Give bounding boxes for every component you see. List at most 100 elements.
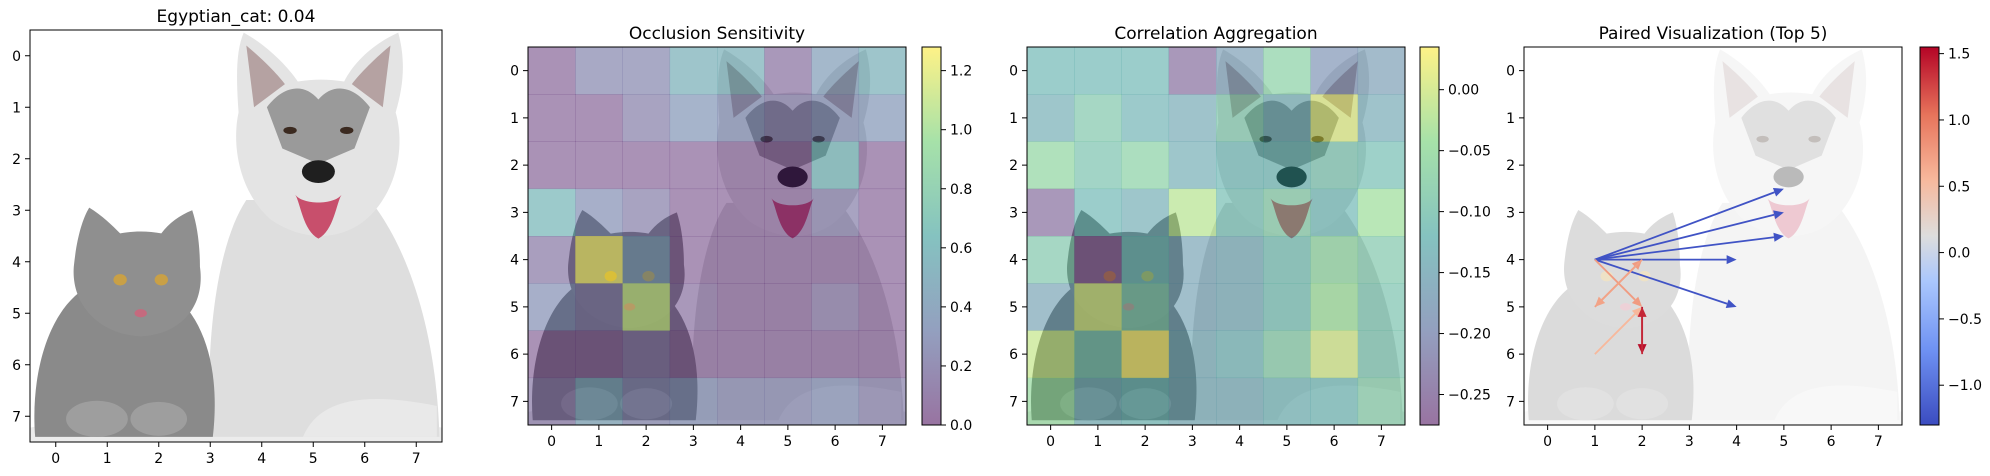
- colorbar-tick-label: −0.20: [1448, 327, 1491, 343]
- heatmap-cell: [575, 188, 623, 237]
- x-tick-label: 3: [1188, 434, 1197, 450]
- x-tick-label: 5: [309, 451, 318, 467]
- heatmap-cell: [858, 94, 906, 142]
- heatmap-cell: [528, 377, 576, 425]
- heatmap-cell: [1168, 236, 1217, 284]
- heatmap-cell: [858, 47, 906, 95]
- heatmap-cell: [575, 94, 623, 142]
- y-tick-label: 6: [1506, 347, 1515, 363]
- colorbar-tick-label: 0.5: [1948, 179, 1970, 195]
- heatmap-cell: [575, 236, 623, 284]
- heatmap-cell: [1027, 283, 1075, 331]
- heatmap-cell: [1074, 47, 1122, 95]
- heatmap-cell: [1121, 377, 1170, 425]
- pair-arrow: [1594, 210, 1784, 261]
- y-tick-label: 2: [1009, 158, 1018, 174]
- heatmap-cell: [1310, 377, 1359, 425]
- heatmap-cell: [764, 47, 812, 95]
- heatmap-cell: [1168, 141, 1217, 190]
- x-tick-label: 2: [642, 434, 651, 450]
- colorbar-tick-label: 1.2: [950, 64, 972, 80]
- panel-correlation: Correlation Aggregation 0 1 2 3 4 5 6 7 0 1 2 3 4 5 6 7…: [1009, 24, 1491, 450]
- heatmap-cell: [1216, 330, 1264, 379]
- heatmap-cell: [811, 330, 860, 379]
- heatmap-cell: [622, 236, 671, 284]
- y-tick-label: 6: [12, 358, 21, 374]
- colorbar-tick-label: 0.6: [950, 241, 972, 257]
- y-tick-label: 5: [510, 300, 519, 316]
- heatmap-cell: [717, 377, 765, 425]
- heatmap-cell: [811, 377, 860, 425]
- heatmap-cell: [1168, 47, 1217, 95]
- y-tick-label: 3: [1506, 205, 1515, 221]
- colorbar-tick-label: −0.15: [1448, 266, 1491, 282]
- y-tick-label: 1: [1009, 111, 1018, 127]
- heatmap-cell: [1357, 330, 1405, 379]
- y-tick-label: 7: [1506, 394, 1515, 410]
- heatmap-cell: [717, 141, 765, 190]
- heatmap-cell: [1074, 188, 1122, 237]
- heatmap-cell: [1357, 283, 1405, 331]
- heatmap-cell: [1310, 47, 1359, 95]
- heatmap-cell: [1357, 377, 1405, 425]
- heatmap-cell: [811, 47, 860, 95]
- x-tick-label: 1: [103, 451, 112, 467]
- x-tick-label: 0: [51, 451, 60, 467]
- heatmap-cell: [1074, 283, 1122, 331]
- heatmap-cell: [764, 188, 812, 237]
- colorbar-frame: [921, 46, 942, 426]
- heatmap-cell: [1074, 377, 1122, 425]
- heatmap-cell: [1357, 141, 1405, 190]
- x-tick-label: 3: [689, 434, 698, 450]
- heatmap-cell: [622, 283, 671, 331]
- y-tick-label: 7: [1009, 394, 1018, 410]
- heatmap-cell: [575, 283, 623, 331]
- x-tick-label: 0: [1543, 434, 1552, 450]
- heatmap-cell: [811, 188, 860, 237]
- y-tick-label: 1: [1506, 111, 1515, 127]
- heatmap-cell: [669, 283, 718, 331]
- colorbar-tick-label: 1.0: [950, 123, 972, 139]
- pair-arrow: [1594, 188, 1784, 261]
- x-tick-label: 5: [1282, 434, 1291, 450]
- heatmap-cell: [1263, 283, 1311, 331]
- colorbar: [1420, 47, 1439, 425]
- heatmap-cell: [1168, 283, 1217, 331]
- y-tick-label: 6: [1009, 347, 1018, 363]
- tick-layer: 0 1 2 3 4 5 6 7 0 1 2 3 4 5 6 7: [1506, 64, 1883, 450]
- pair-arrow: [1594, 258, 1643, 307]
- arrow-layer: [1594, 188, 1784, 355]
- y-tick-label: 5: [1009, 300, 1018, 316]
- y-tick-label: 2: [1506, 158, 1515, 174]
- heatmap-cell: [811, 236, 860, 284]
- heatmap-cell: [622, 188, 671, 237]
- heatmap-cell: [1027, 377, 1075, 425]
- y-tick-label: 3: [510, 205, 519, 221]
- y-tick-label: 5: [12, 306, 21, 322]
- colorbar-tick-label: 0.00: [1448, 83, 1479, 99]
- y-tick-label: 2: [12, 152, 21, 168]
- heatmap-cell: [1216, 377, 1264, 425]
- x-tick-label: 6: [1330, 434, 1339, 450]
- x-tick-label: 6: [831, 434, 840, 450]
- heatmap-cell: [764, 236, 812, 284]
- colorbar-ticks: 1.5 1.0 0.5 0.0 −0.5 −1.0: [1939, 47, 1982, 394]
- heatmap-cell: [1027, 188, 1075, 237]
- x-tick-label: 1: [594, 434, 603, 450]
- x-tick-label: 6: [1827, 434, 1836, 450]
- heatmap-cell: [1263, 377, 1311, 425]
- heatmap-cell: [1310, 141, 1359, 190]
- heatmap-cell: [717, 236, 765, 284]
- heatmap-cell: [622, 47, 671, 95]
- heatmap-cell: [1027, 94, 1075, 142]
- heatmap-cell: [858, 377, 906, 425]
- x-tick-label: 1: [1093, 434, 1102, 450]
- pair-arrow: [1594, 255, 1737, 265]
- heatmap-cell: [858, 236, 906, 284]
- heatmap-cell: [1168, 188, 1217, 237]
- x-tick-label: 0: [1046, 434, 1055, 450]
- heatmap-cell: [669, 236, 718, 284]
- heatmap-cell: [1357, 188, 1405, 237]
- heatmap-cells: [528, 47, 906, 425]
- heatmap-cell: [1216, 188, 1264, 237]
